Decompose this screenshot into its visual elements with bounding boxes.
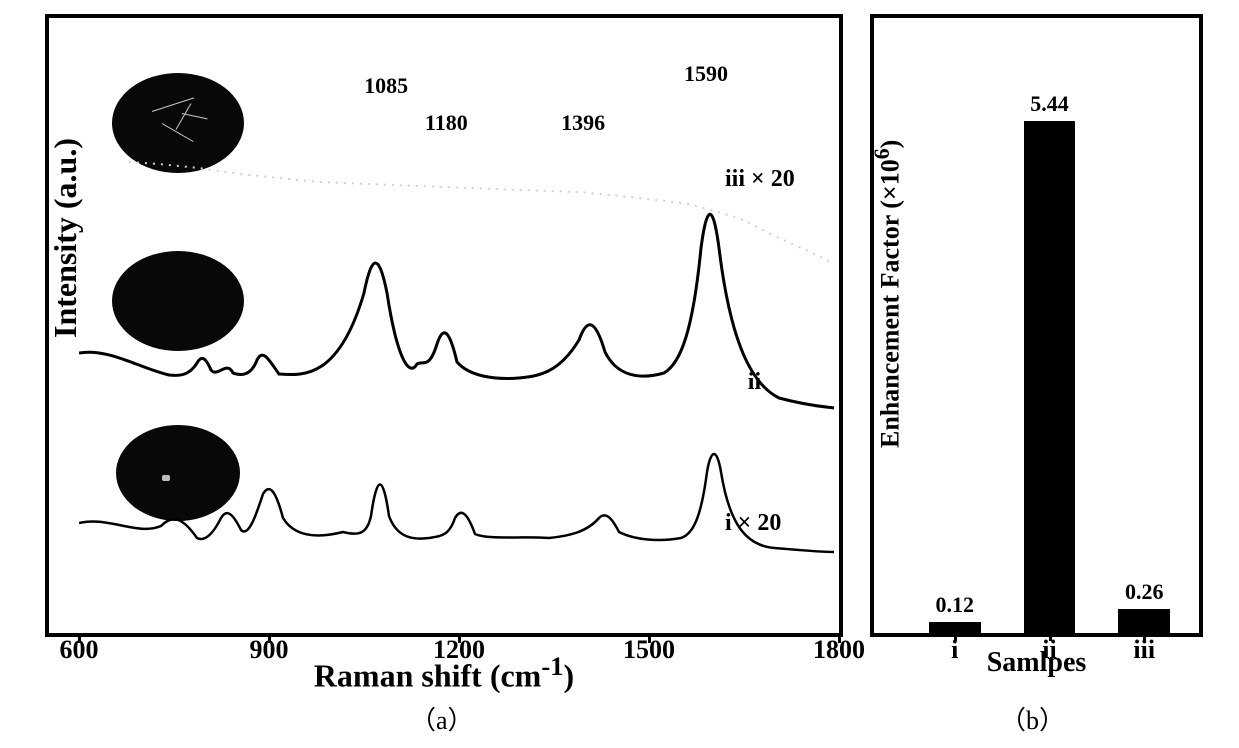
caption-a-text: （a） (410, 706, 474, 735)
panel-a-xlabel-suffix: ) (564, 658, 575, 694)
bar-value-label: 0.12 (936, 592, 975, 618)
bar-value-label: 0.26 (1125, 579, 1164, 605)
panel-a-xlabel-sup: -1 (541, 651, 563, 681)
panel-b-plot-area: 0.12i5.44ii0.26iii (874, 18, 1199, 633)
panel-b-xtick-mark (1143, 633, 1146, 641)
panel-b-xlabel-text: Samlpes (987, 647, 1087, 678)
bar (929, 622, 981, 633)
panel-b-xlabel: Samlpes (987, 647, 1087, 679)
panel-a-xtick-label: 900 (250, 635, 289, 665)
panel-b-xtick-mark (1049, 633, 1052, 641)
panel-a-xlabel-prefix: Raman shift (cm (314, 658, 542, 694)
caption-a: （a） (410, 700, 474, 737)
bar-value-label: 5.44 (1030, 91, 1069, 117)
caption-b: （b） (1000, 700, 1065, 737)
panel-a-xtick-label: 600 (60, 635, 99, 665)
bar (1118, 609, 1170, 633)
panel-a-raman-spectra: Intensity (a.u.) Raman shift (cm-1) 6009… (45, 14, 843, 637)
spectrum-curve-iii (129, 162, 834, 264)
panel-a-xtick-label: 1800 (813, 635, 865, 665)
spectrum-curve (79, 454, 834, 552)
panel-a-xtick-label: 1200 (433, 635, 485, 665)
caption-b-text: （b） (1000, 706, 1065, 735)
bar (1024, 121, 1076, 633)
spectra-svg (79, 18, 839, 633)
panel-a-xtick-label: 1500 (623, 635, 675, 665)
panel-a-ylabel-text: Intensity (a.u.) (47, 138, 83, 338)
panel-b-bar-chart: Enhancement Factor (×106) Samlpes 0.12i5… (870, 14, 1203, 637)
panel-b-xtick-mark (954, 633, 957, 641)
panel-a-plot-area: 6009001200150018001085118013961590iii × … (79, 18, 839, 633)
spectrum-curve (79, 214, 834, 408)
